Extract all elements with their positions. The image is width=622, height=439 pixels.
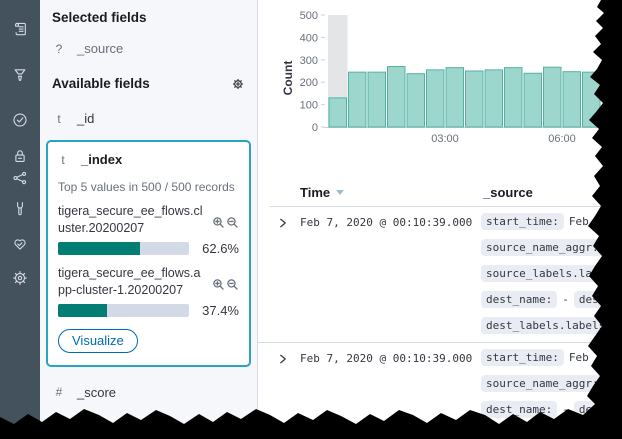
row-source-summary: start_time: Feb 7, source_name_aggr: dest_n… [481, 348, 622, 439]
y-tick-label: 400 [300, 32, 318, 44]
table-header: Time _source [270, 180, 622, 207]
selected-fields-heading: Selected fields [52, 10, 245, 25]
field-value-text: - [562, 293, 569, 306]
y-axis-label: Count [281, 61, 295, 96]
field-item-id[interactable]: t _id [52, 111, 245, 126]
row-source-summary: start_time: Feb 7 source_name_aggr: source_… [481, 212, 622, 342]
histogram-bar[interactable] [387, 66, 406, 128]
field-name-badge: source_name_aggr: [481, 375, 604, 392]
histogram-bar[interactable] [445, 67, 464, 128]
expand-row-button[interactable] [270, 212, 300, 342]
row-timestamp: Feb 7, 2020 @ 00:10:39.000 [300, 352, 473, 365]
field-item-score[interactable]: # _score [52, 385, 245, 400]
y-tick-label: 500 [300, 10, 318, 22]
histogram-bar[interactable] [426, 69, 445, 128]
gear-icon[interactable] [11, 269, 29, 287]
field-type-icon: t [57, 111, 61, 126]
funnel-icon[interactable] [11, 66, 29, 84]
field-item-type[interactable]: t _type [52, 422, 245, 437]
field-name: _score [77, 384, 117, 400]
y-tick-label: 300 [300, 55, 318, 67]
wrench-icon[interactable] [11, 200, 29, 218]
field-name-badge: dest_name: [481, 401, 558, 418]
histogram-bar[interactable] [543, 66, 562, 128]
histogram-bar[interactable] [367, 71, 386, 128]
clock-check-icon[interactable] [11, 111, 29, 129]
field-name: _index [81, 152, 123, 167]
field-name-badge: start_time: [481, 349, 564, 366]
row-timestamp: Feb 7, 2020 @ 00:10:39.000 [300, 216, 473, 229]
index-field-popover: t _index Top 5 values in 500 / 500 recor… [46, 140, 251, 367]
field-value-text: - [562, 403, 569, 416]
app-nav-sidebar [0, 0, 40, 439]
filter-for-value-icon[interactable] [212, 278, 225, 291]
field-name: _source [77, 41, 124, 56]
documents-table: Time _source Feb 7, 2020 @ 00:10:39.000 s… [258, 180, 622, 439]
filter-for-value-icon[interactable] [212, 216, 225, 229]
field-name-badge: source_labels.lab [481, 265, 604, 282]
filter-out-value-icon[interactable] [226, 278, 239, 291]
value-percent-label: 37.4% [202, 302, 239, 318]
histogram-bar[interactable] [406, 73, 425, 128]
sort-desc-icon [336, 190, 345, 195]
column-header-time[interactable]: Time [300, 185, 345, 200]
visualize-button[interactable]: Visualize [58, 328, 138, 353]
value-percent-label: 62.6% [202, 240, 239, 256]
x-tick-label: 06:00 [548, 133, 576, 145]
histogram-bar[interactable] [582, 71, 601, 128]
logs-icon[interactable] [11, 20, 29, 38]
table-row: Feb 7, 2020 @ 00:10:39.000 start_time: Feb… [258, 207, 622, 342]
x-tick-label: 03:00 [431, 133, 459, 145]
expand-row-button[interactable] [270, 348, 300, 439]
value-percent-bar [58, 241, 189, 255]
histogram-bar[interactable] [484, 69, 503, 128]
top-values-summary: Top 5 values in 500 / 500 records [58, 180, 235, 194]
histogram-bar[interactable] [465, 70, 484, 128]
field-value-text: Feb 7 [568, 215, 602, 228]
value-percent-bar [58, 303, 189, 317]
lock-icon[interactable] [11, 147, 29, 165]
histogram-bar[interactable] [348, 71, 367, 128]
field-name-badge: dest [573, 291, 611, 308]
discover-main: Count 0 100 200 300 400 500 03:00 06:00 Time _so… [258, 0, 622, 439]
field-type-icon: ? [55, 41, 63, 56]
histogram-bar[interactable] [523, 72, 542, 128]
field-name: _type [77, 421, 109, 437]
column-header-source: _source [483, 185, 533, 200]
histogram-chart[interactable]: Count 0 100 200 300 400 500 03:00 06:00 [258, 0, 622, 152]
top-value-item: tigera_secure_ee_flows.cluster.20200207 [58, 203, 239, 256]
histogram-bar[interactable] [562, 71, 581, 128]
field-name-badge: dest_labels.labels [481, 317, 611, 334]
available-fields-title: Available fields [52, 76, 150, 91]
doc-rows: Feb 7, 2020 @ 00:10:39.000 start_time: Feb… [258, 207, 622, 439]
y-tick-label: 100 [300, 100, 318, 112]
field-item-source[interactable]: ? _source [52, 41, 245, 56]
filter-out-value-icon[interactable] [226, 216, 239, 229]
histogram-bar[interactable] [328, 97, 347, 128]
field-type-icon: t [57, 422, 61, 436]
field-name-badge: dest_name: [481, 291, 558, 308]
field-value-text: Feb 7, [568, 351, 609, 364]
network-nodes-icon[interactable] [11, 169, 29, 187]
field-name-badge: source_name_aggr: [481, 239, 604, 256]
field-name-badge: dest, [573, 401, 617, 418]
fields-sidebar: Selected fields ? _source Available fiel… [40, 0, 258, 439]
field-item-index[interactable]: t _index [58, 152, 239, 167]
selected-fields-title: Selected fields [52, 10, 147, 25]
heartbeat-icon[interactable] [11, 235, 29, 253]
available-fields-heading: Available fields [52, 76, 245, 91]
field-name-badge: start_time: [481, 213, 564, 230]
field-name-badge: dest_labels.labels [481, 427, 611, 439]
table-row: Feb 7, 2020 @ 00:10:39.000 start_time: Feb… [258, 342, 622, 439]
field-type-icon: # [55, 385, 63, 399]
y-tick-label: 200 [300, 77, 318, 89]
field-settings-gear-icon[interactable] [231, 77, 245, 91]
histogram-bar[interactable] [504, 67, 523, 128]
field-name: _id [77, 111, 95, 126]
top-value-item: tigera_secure_ee_flows.app-cluster-1.202… [58, 265, 239, 318]
field-type-icon: t [61, 152, 65, 167]
y-tick-label: 0 [312, 122, 318, 134]
